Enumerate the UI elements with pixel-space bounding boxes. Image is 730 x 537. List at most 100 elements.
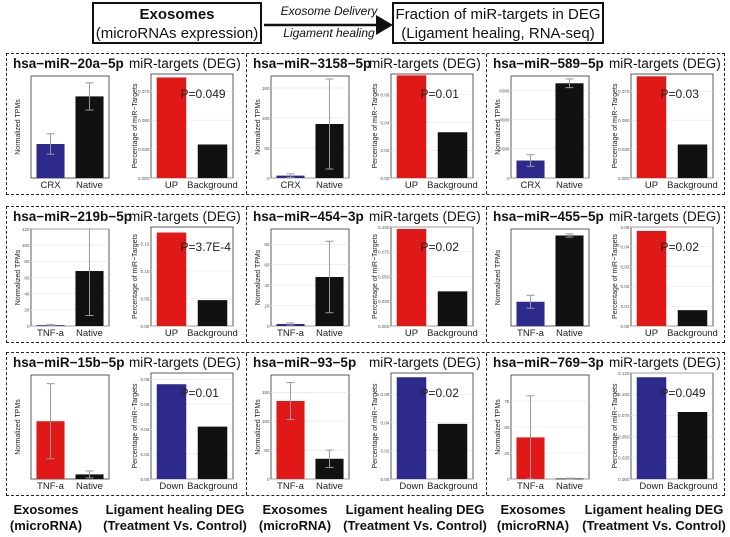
footer-line: (Treatment Vs. Control) xyxy=(582,518,726,533)
y-tick-label: 6000 xyxy=(499,88,510,93)
x-tick-label: TNF-a xyxy=(277,481,305,492)
y-tick-label: 60 xyxy=(264,263,270,268)
column-divider xyxy=(486,353,487,495)
x-tick-label: Native xyxy=(556,180,583,191)
x-tick-label: Background xyxy=(427,328,478,339)
y-tick-label: 0.06 xyxy=(141,402,150,407)
mirna-name: hsa−miR−455−5p xyxy=(493,209,604,224)
p-value-label: P=0.02 xyxy=(421,240,460,254)
y-tick-label: 0.06 xyxy=(381,93,390,98)
expression-chart: 0 50 100 150 Normalized TPMs CRX Native xyxy=(255,75,350,191)
bar xyxy=(156,77,187,178)
y-tick-label: 0.00 xyxy=(381,176,390,181)
x-tick-label: UP xyxy=(405,180,418,191)
y-tick-label: 0.08 xyxy=(141,377,150,382)
y-tick-label: 80 xyxy=(264,242,270,247)
bar xyxy=(396,377,427,479)
y-axis-label: Percentage of miR−Targets xyxy=(132,83,139,169)
x-tick-label: Native xyxy=(316,180,343,191)
p-value-label: P=3.7E-4 xyxy=(181,240,232,254)
deg-title: miR-targets (DEG) xyxy=(609,355,721,370)
y-tick-label: 0 xyxy=(267,176,270,181)
mirna-name: hsa−miR−20a−5p xyxy=(13,56,124,71)
expression-chart: Normalized TPMs TNF-a Native xyxy=(495,228,590,339)
x-tick-label: UP xyxy=(165,180,178,191)
arrow-label-top: Exosome Delivery xyxy=(280,4,378,18)
y-axis-label: Percentage of miR−Targets xyxy=(612,233,619,319)
y-tick-label: 25 xyxy=(504,451,510,456)
panel-row-2: hsa−miR−219b−5p miR-targets (DEG) 0 20 40 6… xyxy=(6,206,725,343)
y-axis-label: Normalized TPMs xyxy=(255,249,262,305)
column-divider xyxy=(246,207,247,342)
y-axis-label: Percentage of miR−Targets xyxy=(372,233,379,319)
y-tick-label: 0.10 xyxy=(141,269,150,274)
y-tick-label: 0.075 xyxy=(138,89,150,94)
header-right-line1: Fraction of miR-targets in DEG xyxy=(395,6,601,23)
bar xyxy=(677,144,708,178)
y-axis-label: Normalized TPMs xyxy=(15,249,22,305)
footer-line: (microRNA) xyxy=(258,518,332,533)
mirna-name: hsa−miR−589−5p xyxy=(493,56,604,71)
mirna-name: hsa−miR−219b−5p xyxy=(13,209,132,224)
mirna-name: hsa−miR−769−3p xyxy=(493,355,604,370)
footer-line: Ligament healing DEG xyxy=(105,502,245,517)
panel-mir-3158-5p: hsa−miR−3158−5p miR-targets (DEG) 0 50 100… xyxy=(247,54,485,194)
y-tick-label: 0.04 xyxy=(381,420,390,425)
y-axis-label: Normalized TPMs xyxy=(15,99,22,155)
y-tick-label: 0.025 xyxy=(618,456,630,461)
deg-title: miR-targets (DEG) xyxy=(369,209,481,224)
footer-deg-label: Ligament healing DEG (Treatment Vs. Cont… xyxy=(579,502,729,534)
x-tick-label: Down xyxy=(639,481,663,492)
x-tick-label: Background xyxy=(427,481,478,492)
bar xyxy=(396,75,427,178)
y-tick-label: 0.100 xyxy=(378,225,390,230)
y-tick-label: 0.000 xyxy=(618,477,630,482)
y-tick-label: 0.01 xyxy=(621,304,630,309)
mirna-name: hsa−miR−15b−5p xyxy=(13,355,125,370)
expression-chart: Normalized TPMs TNF-a Native xyxy=(15,374,110,492)
expression-chart: Normalized TPMs CRX Native xyxy=(15,75,110,191)
y-tick-label: 0.125 xyxy=(618,371,630,376)
x-tick-label: Background xyxy=(427,180,478,191)
y-tick-label: 0.075 xyxy=(618,413,630,418)
y-axis-label: Normalized TPMs xyxy=(15,399,22,455)
panel-mir-455-5p: hsa−miR−455−5p miR-targets (DEG) Normali… xyxy=(487,207,725,342)
footer-line: (Treatment Vs. Control) xyxy=(343,518,487,533)
mirna-name: hsa−miR−454−3p xyxy=(253,209,364,224)
x-tick-label: Background xyxy=(187,328,238,339)
y-tick-label: 100 xyxy=(262,419,270,424)
bar xyxy=(396,228,427,326)
y-tick-label: 0.050 xyxy=(618,434,630,439)
bar xyxy=(677,310,708,326)
arrow-head xyxy=(376,15,393,35)
y-axis-label: Percentage of miR−Targets xyxy=(612,383,619,469)
panel-mir-589-5p: hsa−miR−589−5p miR-targets (DEG) 0 2000 40… xyxy=(487,54,725,194)
footer-exosomes-label: Exosomes (microRNA) xyxy=(491,502,575,534)
x-tick-label: UP xyxy=(165,328,178,339)
y-axis-label: Normalized TPMs xyxy=(255,399,262,455)
x-tick-label: Native xyxy=(556,481,583,492)
y-tick-label: 100 xyxy=(262,116,270,121)
header-fraction-box: Fraction of miR-targets in DEG (Ligament… xyxy=(392,2,604,44)
y-tick-label: 0.025 xyxy=(378,299,390,304)
panel-mir-15b-5p: hsa−miR−15b−5p miR-targets (DEG) Normali… xyxy=(7,353,245,495)
y-tick-label: 0.100 xyxy=(618,392,630,397)
deg-title: miR-targets (DEG) xyxy=(129,355,241,370)
bar xyxy=(516,160,545,178)
x-tick-label: TNF-a xyxy=(517,481,545,492)
panel-charts: 0 20 40 60 80 100 120 Normalized TPMs TNF-a Nativ… xyxy=(15,226,238,339)
y-axis-label: Normalized TPMs xyxy=(495,99,502,155)
p-value-label: P=0.02 xyxy=(421,386,460,400)
y-axis-label: Normalized TPMs xyxy=(255,99,262,155)
y-tick-label: 0.000 xyxy=(378,324,390,329)
arrow-label-bottom: Ligament healing xyxy=(283,26,375,40)
expression-chart: 0 20 40 60 80 100 120 Normalized TPMs TNF-a Nativ… xyxy=(15,227,110,339)
